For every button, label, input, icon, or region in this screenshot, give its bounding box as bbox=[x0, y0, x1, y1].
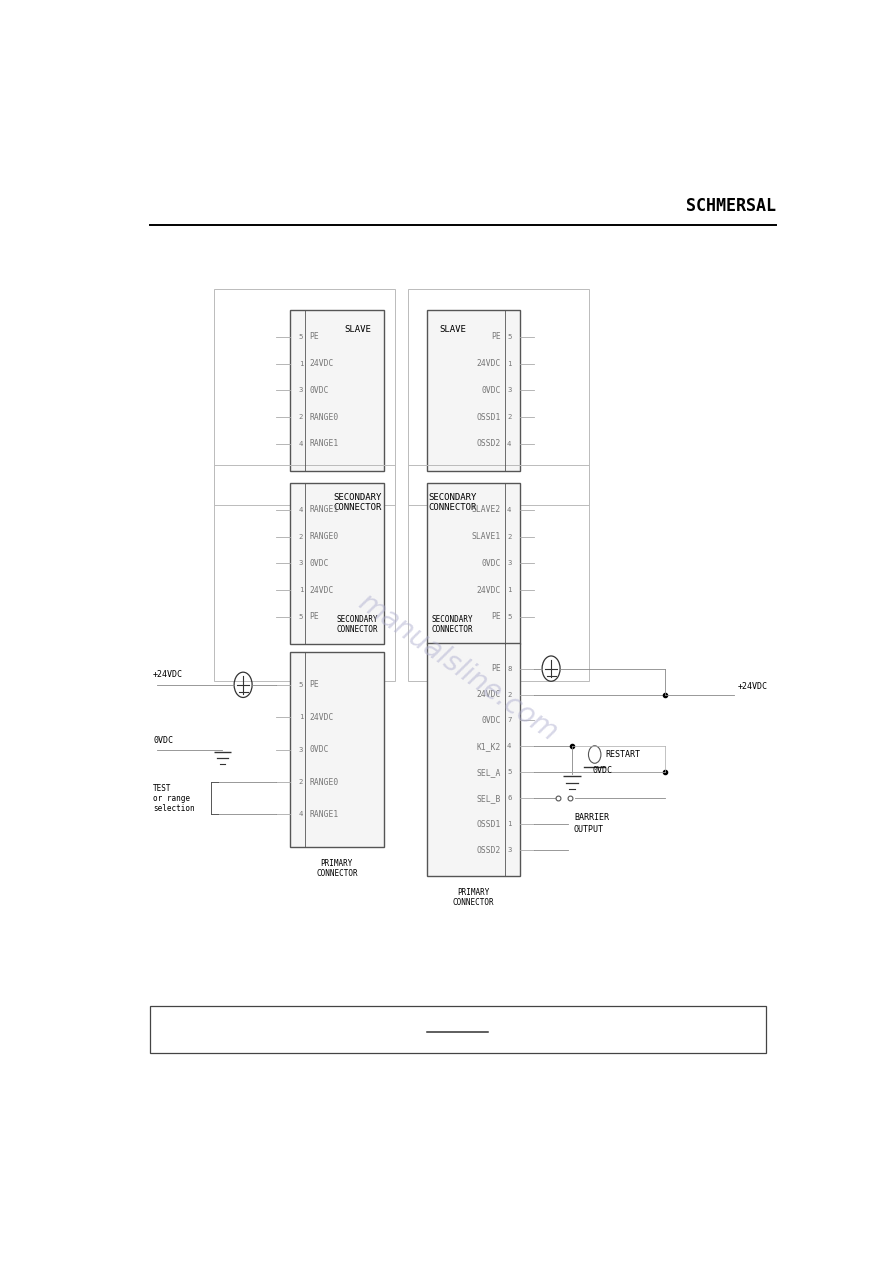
Text: 4: 4 bbox=[507, 441, 512, 447]
Text: 4: 4 bbox=[298, 506, 303, 513]
Text: RANGE0: RANGE0 bbox=[309, 413, 338, 422]
Bar bbox=[408, 465, 589, 681]
Text: 3: 3 bbox=[507, 561, 512, 566]
Text: +24VDC: +24VDC bbox=[154, 669, 183, 679]
Text: RANGE1: RANGE1 bbox=[309, 505, 338, 514]
Text: 5: 5 bbox=[298, 682, 303, 688]
Text: 1: 1 bbox=[298, 587, 303, 594]
Bar bbox=[290, 484, 384, 644]
Text: 2: 2 bbox=[298, 414, 303, 421]
Text: SECONDARY
CONNECTOR: SECONDARY CONNECTOR bbox=[429, 493, 477, 512]
Text: 0VDC: 0VDC bbox=[481, 560, 501, 568]
Text: PRIMARY
CONNECTOR: PRIMARY CONNECTOR bbox=[453, 888, 494, 907]
Text: 4: 4 bbox=[507, 744, 512, 749]
Text: SEL_A: SEL_A bbox=[477, 768, 501, 777]
Text: SLAVE: SLAVE bbox=[439, 325, 466, 333]
Text: OUTPUT: OUTPUT bbox=[574, 825, 604, 834]
Text: 4: 4 bbox=[298, 812, 303, 817]
Text: PE: PE bbox=[309, 681, 319, 690]
Text: 24VDC: 24VDC bbox=[309, 712, 334, 721]
Text: K1_K2: K1_K2 bbox=[477, 741, 501, 751]
Text: PE: PE bbox=[491, 664, 501, 673]
Text: SECONDARY
CONNECTOR: SECONDARY CONNECTOR bbox=[333, 493, 381, 512]
Text: 24VDC: 24VDC bbox=[309, 359, 334, 368]
Text: PE: PE bbox=[309, 332, 319, 341]
Text: 0VDC: 0VDC bbox=[481, 716, 501, 725]
Bar bbox=[427, 484, 520, 644]
Text: 2: 2 bbox=[298, 534, 303, 539]
Text: selection: selection bbox=[154, 803, 195, 812]
Text: 3: 3 bbox=[298, 561, 303, 566]
Text: RESTART: RESTART bbox=[605, 750, 640, 759]
Text: 4: 4 bbox=[507, 506, 512, 513]
Text: 0VDC: 0VDC bbox=[309, 560, 329, 568]
Text: 3: 3 bbox=[298, 746, 303, 753]
Text: 0VDC: 0VDC bbox=[309, 745, 329, 754]
Text: 2: 2 bbox=[507, 692, 512, 697]
Text: SLAVE2: SLAVE2 bbox=[472, 505, 501, 514]
Text: 1: 1 bbox=[507, 360, 512, 366]
Text: 24VDC: 24VDC bbox=[477, 586, 501, 595]
Text: 24VDC: 24VDC bbox=[477, 359, 501, 368]
Text: 1: 1 bbox=[298, 715, 303, 720]
Text: +24VDC: +24VDC bbox=[738, 682, 768, 691]
Text: 1: 1 bbox=[507, 821, 512, 827]
Text: OSSD1: OSSD1 bbox=[477, 413, 501, 422]
Text: OSSD2: OSSD2 bbox=[477, 846, 501, 855]
Text: 5: 5 bbox=[507, 333, 512, 340]
Text: PRIMARY
CONNECTOR: PRIMARY CONNECTOR bbox=[316, 859, 358, 878]
Text: RANGE0: RANGE0 bbox=[309, 778, 338, 787]
Bar bbox=[427, 643, 520, 877]
Bar bbox=[427, 311, 520, 471]
Text: RANGE1: RANGE1 bbox=[309, 440, 338, 448]
Text: 5: 5 bbox=[298, 333, 303, 340]
Bar bbox=[408, 289, 589, 505]
Text: 2: 2 bbox=[507, 534, 512, 539]
Bar bbox=[290, 653, 384, 847]
Text: 2: 2 bbox=[507, 414, 512, 421]
Text: 5: 5 bbox=[507, 614, 512, 620]
Text: 0VDC: 0VDC bbox=[481, 385, 501, 395]
Text: RANGE0: RANGE0 bbox=[309, 532, 338, 541]
Text: 24VDC: 24VDC bbox=[309, 586, 334, 595]
Text: TEST: TEST bbox=[154, 784, 171, 793]
Text: OSSD2: OSSD2 bbox=[477, 440, 501, 448]
Bar bbox=[150, 1007, 765, 1053]
Text: SECONDARY
CONNECTOR: SECONDARY CONNECTOR bbox=[337, 615, 379, 634]
Text: SLAVE1: SLAVE1 bbox=[472, 532, 501, 541]
Text: PE: PE bbox=[491, 613, 501, 621]
Text: 24VDC: 24VDC bbox=[477, 690, 501, 698]
Text: 6: 6 bbox=[507, 796, 512, 801]
Text: 3: 3 bbox=[298, 388, 303, 393]
Text: 5: 5 bbox=[298, 614, 303, 620]
Text: SCHMERSAL: SCHMERSAL bbox=[686, 197, 776, 215]
Text: 8: 8 bbox=[507, 666, 512, 672]
Text: BARRIER: BARRIER bbox=[574, 813, 609, 822]
Text: SLAVE: SLAVE bbox=[344, 325, 371, 333]
Text: manualsline.com: manualsline.com bbox=[353, 587, 563, 746]
Text: PE: PE bbox=[309, 613, 319, 621]
Text: 1: 1 bbox=[298, 360, 303, 366]
Bar bbox=[214, 465, 396, 681]
Text: 0VDC: 0VDC bbox=[154, 736, 173, 745]
Text: 0VDC: 0VDC bbox=[309, 385, 329, 395]
Text: or range: or range bbox=[154, 793, 190, 803]
Text: PE: PE bbox=[491, 332, 501, 341]
Bar bbox=[290, 311, 384, 471]
Bar bbox=[214, 289, 396, 505]
Text: 3: 3 bbox=[507, 388, 512, 393]
Text: SECONDARY
CONNECTOR: SECONDARY CONNECTOR bbox=[432, 615, 473, 634]
Text: 1: 1 bbox=[507, 587, 512, 594]
Text: 7: 7 bbox=[507, 717, 512, 724]
Text: 0VDC: 0VDC bbox=[593, 765, 613, 775]
Text: 5: 5 bbox=[507, 769, 512, 775]
Text: OSSD1: OSSD1 bbox=[477, 820, 501, 829]
Text: SEL_B: SEL_B bbox=[477, 793, 501, 803]
Text: 3: 3 bbox=[507, 847, 512, 853]
Text: RANGE1: RANGE1 bbox=[309, 810, 338, 818]
Text: 4: 4 bbox=[298, 441, 303, 447]
Text: 2: 2 bbox=[298, 779, 303, 786]
